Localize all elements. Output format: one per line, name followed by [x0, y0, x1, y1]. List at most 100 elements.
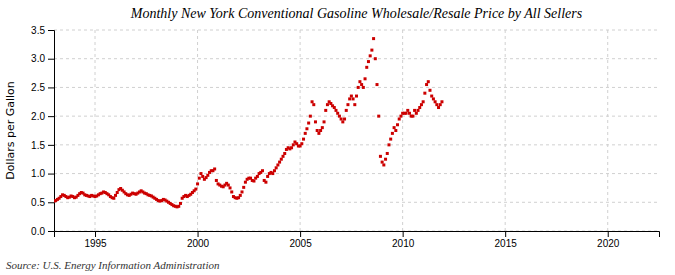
x-grid-line [197, 30, 198, 231]
point [227, 184, 230, 187]
y-tick: 0.0 [31, 226, 54, 237]
point [244, 181, 247, 184]
y-tick: 1.5 [31, 140, 54, 151]
y-tick: 2.0 [31, 111, 54, 122]
point [427, 80, 430, 83]
y-grid-line [54, 173, 659, 174]
point [290, 146, 293, 149]
point [382, 163, 385, 166]
y-axis: 0.0 0.5 1.0 1.5 2.0 2.5 3.0 3.5 [31, 25, 54, 237]
point [435, 103, 438, 106]
point [177, 205, 180, 208]
point [196, 182, 199, 185]
y-tick-label: 3.0 [31, 53, 45, 64]
point [377, 115, 380, 118]
point [398, 118, 401, 121]
point [239, 194, 242, 197]
point [437, 106, 440, 109]
y-tick-label: 2.0 [31, 111, 45, 122]
point [333, 106, 336, 109]
point [213, 167, 216, 170]
x-tick-mark [608, 231, 609, 237]
x-tick: 2005 [289, 231, 312, 249]
x-grid-line [505, 30, 506, 231]
y-tick: 2.5 [31, 82, 54, 93]
point [350, 95, 353, 98]
point [355, 95, 358, 98]
point [357, 86, 360, 89]
y-grid-line [54, 30, 659, 31]
plot: 1995200020052010201520200.00.51.01.52.02… [31, 25, 659, 249]
x-tick-label: 2010 [392, 238, 415, 249]
point [334, 109, 337, 112]
point [319, 129, 322, 132]
point [321, 126, 324, 129]
y-tick: 3.0 [31, 53, 54, 64]
point [367, 60, 370, 63]
y-tick: 3.5 [31, 25, 54, 36]
point [408, 112, 411, 115]
point [374, 57, 377, 60]
y-tick-label: 1.5 [31, 140, 45, 151]
point [340, 118, 343, 121]
x-axis: 199520002005201020152020 [55, 231, 660, 249]
x-tick-mark [95, 231, 96, 237]
y-grid-line [54, 144, 659, 145]
point [358, 80, 361, 83]
point [229, 186, 232, 189]
point [114, 194, 117, 197]
y-tick: 0.5 [31, 197, 54, 208]
point [372, 37, 375, 40]
point [379, 155, 382, 158]
y-grid-line [54, 116, 659, 117]
point [338, 115, 341, 118]
point [418, 106, 421, 109]
point [309, 115, 312, 118]
point [307, 122, 310, 125]
y-tick-mark [48, 202, 54, 203]
point [415, 112, 418, 115]
point [256, 175, 259, 178]
point [300, 142, 303, 145]
point [282, 155, 285, 158]
x-tick-label: 2020 [597, 238, 620, 249]
title: Monthly New York Conventional Gasoline W… [130, 6, 583, 21]
y-tick-label: 1.0 [31, 168, 45, 179]
y-tick-mark [48, 59, 54, 60]
y-tick: 1.0 [31, 168, 54, 179]
x-tick-mark [300, 231, 301, 237]
point [370, 49, 373, 52]
y-tick-label: 0.0 [31, 226, 45, 237]
x-grid-line [300, 30, 301, 231]
x-tick: 2000 [187, 231, 210, 249]
point [439, 103, 442, 106]
point [302, 138, 305, 141]
x-grid-line [95, 30, 96, 231]
point [423, 92, 426, 95]
y-tick-mark [48, 145, 54, 146]
point [323, 120, 326, 123]
point [396, 123, 399, 126]
point [312, 103, 315, 106]
annotation: Source: U.S. Energy Information Administ… [6, 259, 220, 271]
point [305, 127, 308, 130]
x-tick-label: 2005 [289, 238, 312, 249]
point [411, 115, 414, 118]
point [273, 169, 276, 172]
point [278, 161, 281, 164]
y-tick-mark [48, 87, 54, 88]
point [280, 158, 283, 161]
x-tick-label: 2000 [187, 238, 210, 249]
y-grid-line [54, 87, 659, 88]
point [420, 103, 423, 106]
y-tick-label: 2.5 [31, 82, 45, 93]
point [406, 109, 409, 112]
point [311, 100, 314, 103]
point [353, 103, 356, 106]
point [432, 97, 435, 100]
point [316, 129, 319, 132]
point [381, 161, 384, 164]
point [201, 175, 204, 178]
y-tick-label: 0.5 [31, 197, 45, 208]
point [394, 129, 397, 132]
